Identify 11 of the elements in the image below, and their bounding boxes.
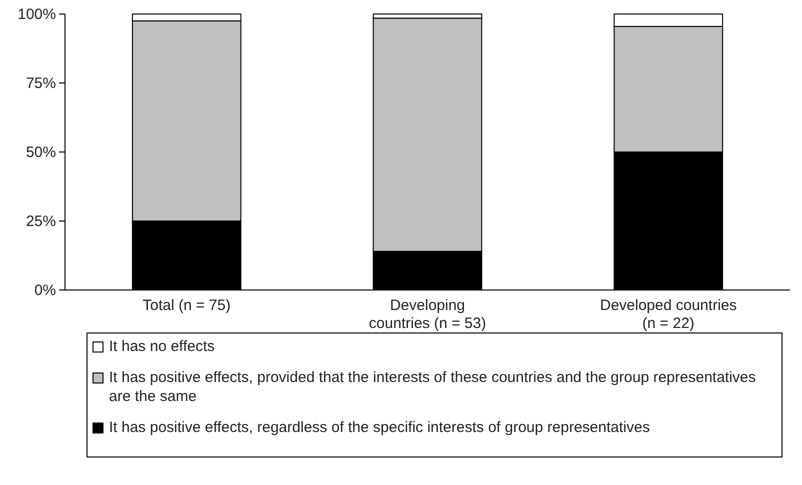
y-tick-label: 50% (26, 144, 56, 161)
x-tick-label: Developed countries (n = 22) (600, 297, 737, 332)
x-tick-label: Total (n = 75) (142, 297, 231, 314)
legend-label: It has no effects (109, 338, 215, 355)
y-tick-label: 75% (26, 74, 56, 92)
y-tick-label: 25% (26, 212, 56, 230)
y-tick-label: 100% (18, 6, 56, 23)
legend-label: It has positive effects, regardless of the specific interests of group representatives (109, 419, 650, 436)
x-tick-label: Developing countries (n = 53) (368, 297, 486, 332)
legend-label: It has positive effects, provided that the interests of these countries and the group representatives are the same (109, 369, 756, 405)
y-tick-label: 0% (34, 282, 56, 299)
